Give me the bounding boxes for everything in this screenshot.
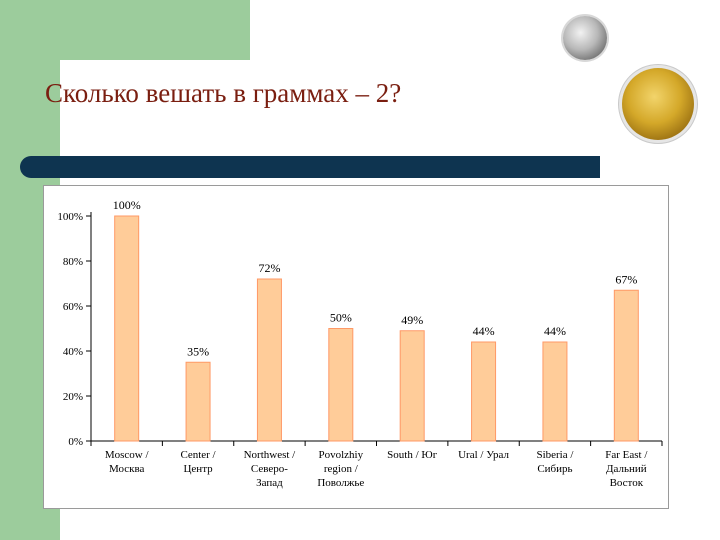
x-category-label: Povolzhiy bbox=[319, 449, 364, 461]
x-category-label: Центр bbox=[183, 463, 213, 475]
bar bbox=[613, 289, 639, 442]
y-tick-label: 60% bbox=[63, 301, 83, 313]
bar-data-label: 50% bbox=[330, 311, 352, 325]
y-tick-label: 100% bbox=[57, 211, 83, 223]
x-category-label: Восток bbox=[610, 477, 644, 489]
y-tick-label: 40% bbox=[63, 346, 83, 358]
bar-data-label: 44% bbox=[473, 324, 495, 338]
bar-data-label: 35% bbox=[187, 344, 209, 358]
x-category-label: Center / bbox=[180, 449, 216, 461]
content-corner bbox=[60, 60, 120, 120]
x-category-label: Siberia / bbox=[536, 449, 574, 461]
x-category-label: Запад bbox=[256, 477, 283, 489]
bar bbox=[471, 341, 497, 442]
chart-frame: 0% 20% 40% 60% 80% 100% 100% Moscow / Москва 35% C… bbox=[43, 185, 669, 509]
bar bbox=[185, 361, 211, 442]
x-category-label: South / Юг bbox=[387, 449, 438, 461]
x-category-label: Far East / bbox=[605, 449, 648, 461]
x-category-label: Москва bbox=[109, 463, 145, 475]
x-category-label: Дальний bbox=[606, 463, 647, 475]
y-tick-label: 20% bbox=[63, 391, 83, 403]
x-category-label: Ural / Урал bbox=[458, 449, 509, 461]
bar bbox=[399, 330, 425, 442]
bar-chart: 0% 20% 40% 60% 80% 100% 100% Moscow / Москва 35% C… bbox=[57, 198, 663, 489]
x-category-label: Сибирь bbox=[537, 463, 572, 475]
gold-coin-icon bbox=[622, 68, 694, 140]
bar bbox=[256, 278, 282, 442]
y-tick-label: 80% bbox=[63, 256, 83, 268]
x-category-label: Moscow / bbox=[105, 449, 150, 461]
bar-data-label: 49% bbox=[401, 313, 423, 327]
bar-data-label: 100% bbox=[113, 198, 141, 212]
top-green-band bbox=[0, 0, 250, 60]
title-underline-bar bbox=[20, 156, 600, 178]
bar bbox=[114, 215, 140, 442]
bar-data-label: 44% bbox=[544, 324, 566, 338]
silver-coin-icon bbox=[563, 16, 607, 60]
x-category-label: Северо- bbox=[251, 463, 288, 475]
x-category-label: Поволжье bbox=[317, 477, 364, 489]
bar-data-label: 72% bbox=[258, 261, 280, 275]
x-category-label: Northwest / bbox=[244, 449, 297, 461]
bar bbox=[328, 328, 354, 442]
bar-data-label: 67% bbox=[615, 272, 637, 286]
x-category-label: region / bbox=[324, 463, 359, 475]
y-tick-label: 0% bbox=[68, 436, 83, 448]
bar bbox=[542, 341, 568, 442]
slide-title: Сколько вешать в граммах – 2? bbox=[45, 78, 402, 108]
